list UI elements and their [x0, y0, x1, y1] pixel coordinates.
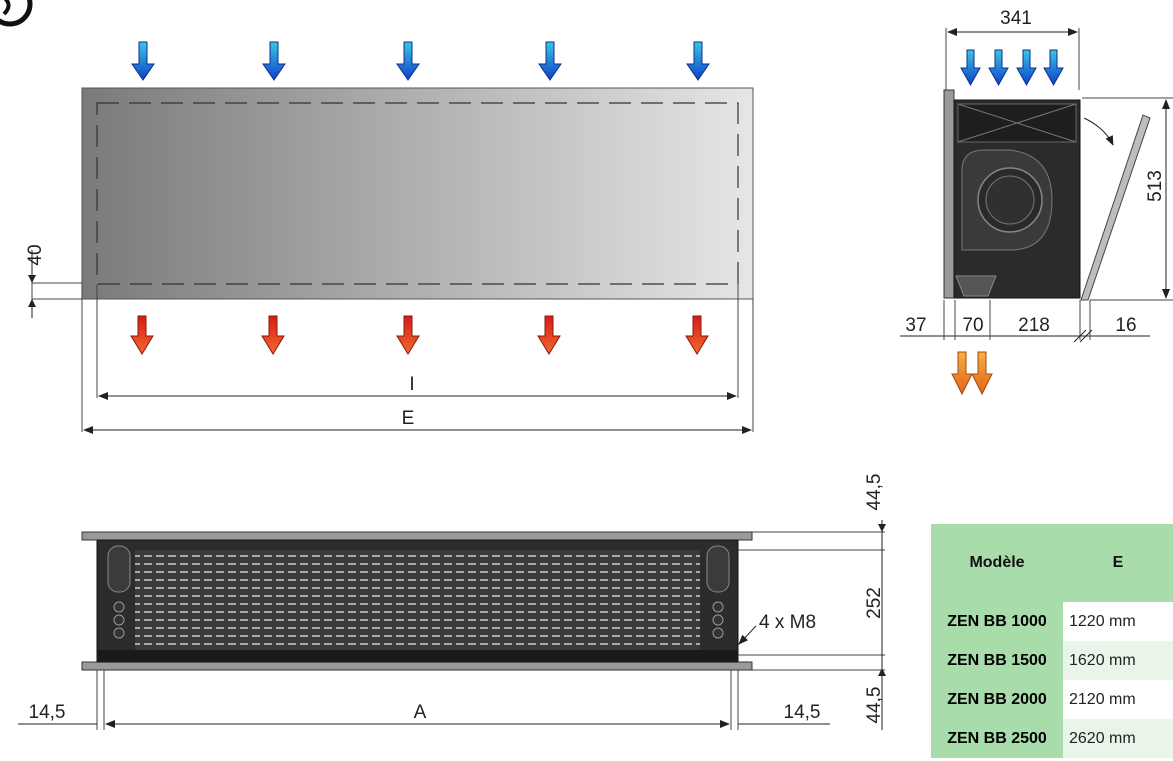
model-cell: ZEN BB 1500	[931, 641, 1063, 680]
dim-label-44-top: 44,5	[864, 474, 885, 511]
model-cell: ZEN BB 2500	[931, 719, 1063, 758]
dim-label-14-right: 14,5	[784, 702, 821, 723]
table-row: ZEN BB 2000 2120 mm	[931, 680, 1173, 719]
hot-arrow-icon	[396, 315, 420, 355]
hot-arrow-icon	[130, 315, 154, 355]
side-view: 341 513 37 70 218 16	[900, 8, 1173, 396]
hot-arrow-icon	[537, 315, 561, 355]
dim-E: E	[83, 408, 752, 434]
dim-label-218: 218	[1018, 315, 1050, 336]
table-header-row: Modèle E	[931, 524, 1173, 602]
e-value-cell: 2620 mm	[1063, 719, 1173, 758]
door-panel	[1080, 114, 1151, 301]
top-rail	[81, 531, 753, 541]
header-e: E	[1063, 524, 1173, 602]
cold-arrow-icon	[262, 41, 286, 81]
dim-label-513: 513	[1145, 170, 1166, 202]
dim-label-14-left: 14,5	[29, 702, 66, 723]
dim-label-37: 37	[905, 315, 926, 336]
dim-label-E: E	[402, 408, 415, 429]
exhaust-arrow-icon	[971, 351, 993, 396]
front-view: 44,5 252 44,5 4 x M8 14,5 A 14,5	[18, 474, 886, 730]
top-view	[31, 87, 754, 432]
cold-air-arrows	[131, 41, 710, 81]
e-value-cell: 1620 mm	[1063, 641, 1173, 680]
dim-label-40: 40	[25, 244, 46, 265]
model-cell: ZEN BB 1000	[931, 602, 1063, 641]
dim-label-A: A	[414, 702, 427, 723]
model-cell: ZEN BB 2000	[931, 680, 1063, 719]
cold-arrow-icon	[686, 41, 710, 81]
cold-arrow-icon	[131, 41, 155, 81]
e-value-cell: 1220 mm	[1069, 612, 1136, 630]
table-row: ZEN BB 1000 1220 mm	[931, 602, 1173, 641]
hot-arrow-icon	[685, 315, 709, 355]
dim-label-I: I	[409, 374, 414, 395]
cold-arrow-icon	[538, 41, 562, 81]
cold-arrow-icon	[988, 49, 1009, 87]
side-flange	[943, 89, 955, 299]
dim-label-44-bottom: 44,5	[864, 687, 885, 724]
exhaust-arrow-icon	[951, 351, 973, 396]
grille	[135, 550, 700, 650]
dim-label-252: 252	[864, 587, 885, 619]
bottom-rail	[81, 661, 753, 671]
table-row: ZEN BB 1500 1620 mm	[931, 641, 1173, 680]
unit-body-top	[81, 87, 754, 300]
dim-label-70: 70	[962, 315, 983, 336]
dim-label-341: 341	[1000, 8, 1032, 29]
inner-dashed-outline	[96, 102, 739, 285]
cold-arrow-icon	[960, 49, 981, 87]
header-model: Modèle	[931, 524, 1063, 602]
cold-arrow-icon	[396, 41, 420, 81]
cold-arrow-icon	[1043, 49, 1064, 87]
outlet-nozzle	[955, 275, 997, 297]
e-value-cell: 2120 mm	[1069, 690, 1136, 708]
cold-arrow-icon	[1016, 49, 1037, 87]
m8-label: 4 x M8	[759, 612, 816, 633]
model-spec-table: Modèle E ZEN BB 1000 1220 mm ZEN BB 1500…	[931, 524, 1173, 758]
dim-I: I	[98, 374, 737, 400]
logo-icon	[0, 0, 33, 27]
dim-label-16: 16	[1115, 315, 1136, 336]
dim-40: 40	[25, 244, 46, 318]
hot-arrow-icon	[261, 315, 285, 355]
table-row: ZEN BB 2500 2620 mm	[931, 719, 1173, 758]
flange-left	[31, 282, 83, 300]
hot-air-arrows	[130, 315, 709, 355]
